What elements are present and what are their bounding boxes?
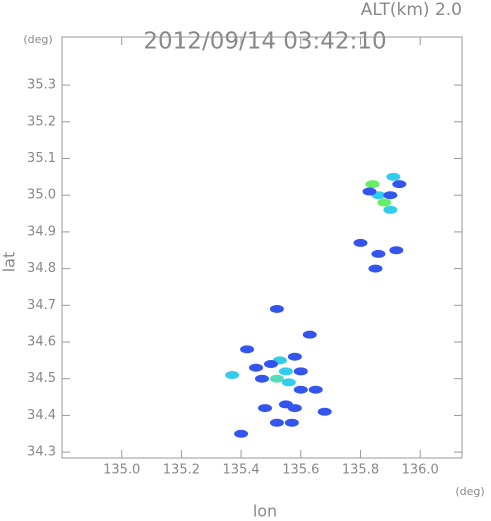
echo-cell	[368, 264, 383, 273]
echo-cell	[389, 246, 404, 255]
echo-cell	[284, 418, 299, 427]
echo-cell	[365, 180, 380, 189]
y-tick-label: 34.8	[27, 261, 56, 276]
chart-subtitle: ALT(km) 2.0	[361, 0, 462, 20]
y-tick-label: 35.0	[27, 188, 56, 203]
y-axis-label: lat	[0, 252, 19, 273]
chart-title: 2012/09/14 03:42:10	[143, 29, 386, 55]
y-tick-label: 35.2	[27, 114, 56, 129]
x-tick-label: 135.4	[222, 463, 259, 478]
echo-cell	[240, 345, 255, 354]
echo-cell	[293, 385, 308, 394]
plot-frame	[61, 36, 463, 459]
echo-cell	[269, 304, 284, 313]
y-tick-label: 34.3	[27, 445, 56, 460]
y-tick-label: 34.7	[27, 298, 56, 313]
y-tick-label: 34.5	[27, 371, 56, 386]
x-tick-label: 136.0	[402, 463, 439, 478]
y-tick-label: 34.4	[27, 408, 56, 423]
echo-cell	[383, 191, 398, 200]
y-tick-label: 35.1	[27, 151, 56, 166]
echo-cell	[234, 429, 249, 438]
echo-cell	[302, 330, 317, 339]
echo-cell	[362, 187, 377, 196]
y-tick-label: 34.6	[27, 335, 56, 350]
echo-cell	[263, 360, 278, 369]
echo-cell	[225, 371, 240, 380]
x-tick-label: 135.0	[103, 463, 140, 478]
y-tick-label: 34.9	[27, 224, 56, 239]
echo-cell	[281, 378, 296, 387]
echo-cell	[287, 404, 302, 413]
echo-cell	[392, 180, 407, 189]
echo-cell	[353, 238, 368, 247]
y-tick-label: 35.3	[27, 78, 56, 93]
echo-cell	[269, 374, 284, 383]
echo-cell	[377, 198, 392, 207]
echo-cell	[257, 404, 272, 413]
echo-cell	[278, 367, 293, 376]
echo-cell	[317, 407, 332, 416]
echo-cell	[386, 172, 401, 181]
echo-cell	[269, 418, 284, 427]
x-tick-label: 135.6	[282, 463, 319, 478]
x-unit: (deg)	[455, 485, 484, 498]
echo-cell	[308, 385, 323, 394]
echo-cell	[287, 352, 302, 361]
x-axis-label: lon	[253, 502, 277, 521]
x-tick-label: 135.2	[163, 463, 200, 478]
echo-cell	[371, 249, 386, 258]
echo-cell	[383, 205, 398, 214]
echo-cell	[255, 374, 269, 383]
y-unit: (deg)	[23, 33, 52, 46]
echo-cell	[293, 367, 308, 376]
x-tick-label: 135.8	[342, 463, 379, 478]
echo-cell	[249, 363, 264, 372]
